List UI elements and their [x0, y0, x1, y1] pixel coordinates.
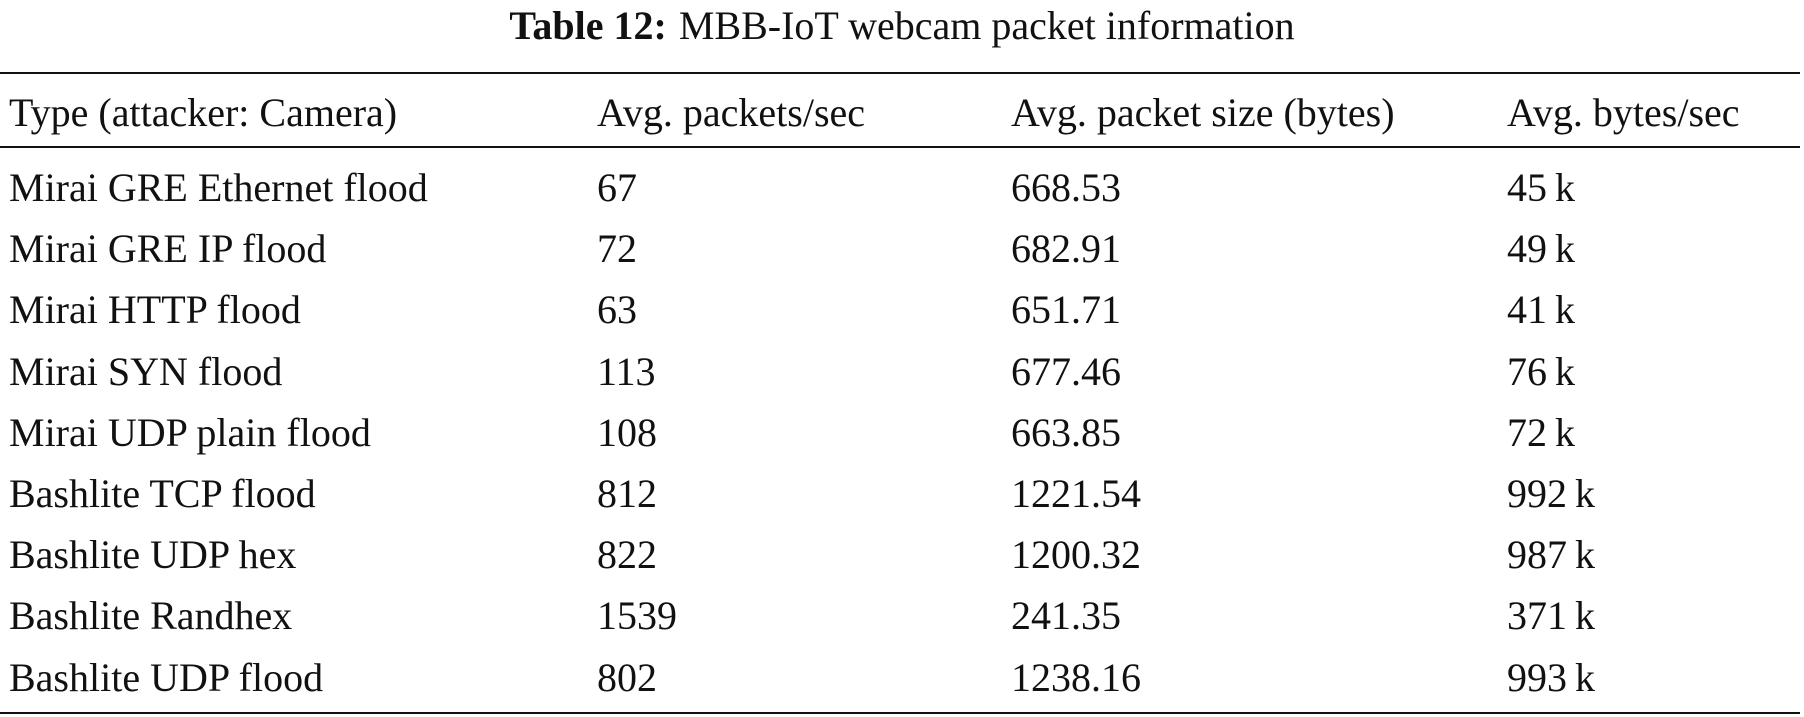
table-cell: 993 k [1507, 654, 1596, 700]
table-cell: 67 [597, 165, 637, 210]
table-cell: Mirai UDP plain flood [9, 409, 371, 455]
table-cell: 822 [597, 532, 657, 578]
table-cell: Mirai SYN flood [9, 348, 283, 394]
header-cell: Avg. bytes/sec [1507, 90, 1740, 135]
table-cell: Mirai GRE Ethernet flood [9, 165, 428, 210]
table-cell: 651.71 [1011, 287, 1121, 333]
table-cell: 1200.32 [1011, 532, 1141, 578]
table-cell: Bashlite TCP flood [9, 471, 316, 516]
table-cell: 663.85 [1011, 409, 1121, 455]
table-cell: 63 [597, 287, 637, 333]
caption-label: Table 12: [509, 3, 667, 48]
table-cell: 802 [597, 654, 657, 700]
table-cell: Mirai GRE IP flood [9, 226, 327, 272]
bottom-rule [0, 712, 1800, 714]
mid-rule [0, 146, 1800, 148]
table-cell: Bashlite UDP flood [9, 654, 324, 700]
caption-text: MBB-IoT webcam packet information [678, 3, 1295, 48]
table-cell: 1238.16 [1011, 654, 1141, 700]
table-caption: Table 12: MBB-IoT webcam packet informati… [0, 4, 1804, 48]
header-cell: Avg. packets/sec [597, 90, 866, 135]
table-cell: 371 k [1507, 593, 1596, 639]
table-cell: 241.35 [1011, 593, 1121, 639]
table-cell: 1221.54 [1011, 471, 1141, 516]
table-cell: 987 k [1507, 532, 1596, 578]
table-cell: Bashlite UDP hex [9, 532, 297, 578]
table-cell: 812 [597, 471, 657, 516]
table-cell: 668.53 [1011, 165, 1121, 210]
header-cell: Avg. packet size (bytes) [1011, 90, 1395, 135]
table-cell: 45 k [1507, 165, 1576, 210]
table-cell: 682.91 [1011, 226, 1121, 272]
table-cell: 1539 [597, 593, 677, 639]
table-cell: Mirai HTTP flood [9, 287, 301, 333]
table-cell: Bashlite Randhex [9, 593, 293, 639]
table-cell: 72 k [1507, 409, 1576, 455]
header-cell: Type (attacker: Camera) [9, 90, 398, 135]
table-cell: 992 k [1507, 471, 1596, 516]
table-cell: 76 k [1507, 348, 1576, 394]
table-cell: 108 [597, 409, 657, 455]
table-cell: 41 k [1507, 287, 1576, 333]
table-cell: 49 k [1507, 226, 1576, 272]
table-cell: 113 [597, 348, 656, 394]
table-cell: 677.46 [1011, 348, 1121, 394]
top-rule [0, 72, 1800, 74]
table-cell: 72 [597, 226, 637, 272]
